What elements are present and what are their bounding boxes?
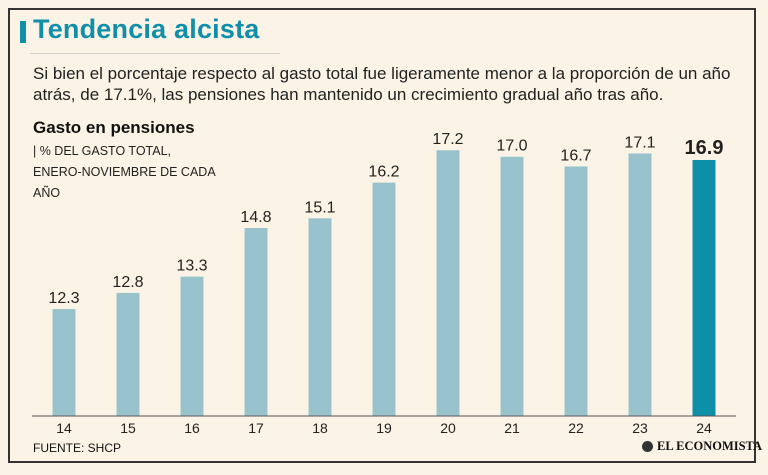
data-label-23: 17.1 — [624, 134, 655, 151]
title-underline — [30, 53, 280, 54]
chart-subtitle: | % DEL GASTO TOTAL, ENERO-NOVIEMBRE DE … — [33, 144, 215, 200]
data-label-18: 15.1 — [304, 199, 335, 216]
x-tick-label-20: 20 — [440, 420, 456, 436]
page-title: Tendencia alcista — [33, 14, 260, 44]
chart-title: Gasto en pensiones — [33, 118, 195, 137]
data-label-24: 16.9 — [685, 137, 724, 159]
bar-14 — [52, 309, 76, 416]
bar-20 — [436, 150, 460, 416]
bar-24 — [692, 159, 716, 416]
x-tick-label-15: 15 — [120, 420, 136, 436]
data-label-21: 17.0 — [496, 138, 527, 155]
x-tick-label-24: 24 — [696, 420, 712, 436]
infographic-frame — [8, 8, 756, 463]
x-tick-label-19: 19 — [376, 420, 392, 436]
x-tick-label-17: 17 — [248, 420, 264, 436]
bar-19 — [372, 182, 396, 416]
data-label-15: 12.8 — [112, 274, 143, 291]
page-subtitle: Si bien el porcentaje respecto al gasto … — [33, 64, 731, 104]
bar-18 — [308, 218, 332, 416]
brand-name: EL ECONOMISTA — [657, 439, 762, 453]
bar-17 — [244, 228, 268, 416]
data-label-16: 13.3 — [176, 258, 207, 275]
bar-21 — [500, 156, 524, 416]
bar-22 — [564, 166, 588, 416]
data-label-22: 16.7 — [560, 147, 591, 164]
bar-23 — [628, 153, 652, 416]
x-tick-label-23: 23 — [632, 420, 648, 436]
data-label-20: 17.2 — [432, 131, 463, 148]
source-note: FUENTE: SHCP — [33, 441, 122, 455]
x-tick-label-14: 14 — [56, 420, 72, 436]
bar-15 — [116, 292, 140, 416]
brand-logo: EL ECONOMISTA — [642, 439, 762, 454]
el-economista-logo-icon — [642, 441, 653, 452]
bar-16 — [180, 276, 204, 416]
x-tick-label-18: 18 — [312, 420, 328, 436]
data-label-19: 16.2 — [368, 164, 399, 181]
data-label-17: 14.8 — [240, 209, 271, 226]
data-label-14: 12.3 — [48, 290, 79, 307]
x-tick-label-16: 16 — [184, 420, 200, 436]
x-tick-label-21: 21 — [504, 420, 520, 436]
title-accent-bar — [20, 21, 26, 43]
x-tick-label-22: 22 — [568, 420, 584, 436]
